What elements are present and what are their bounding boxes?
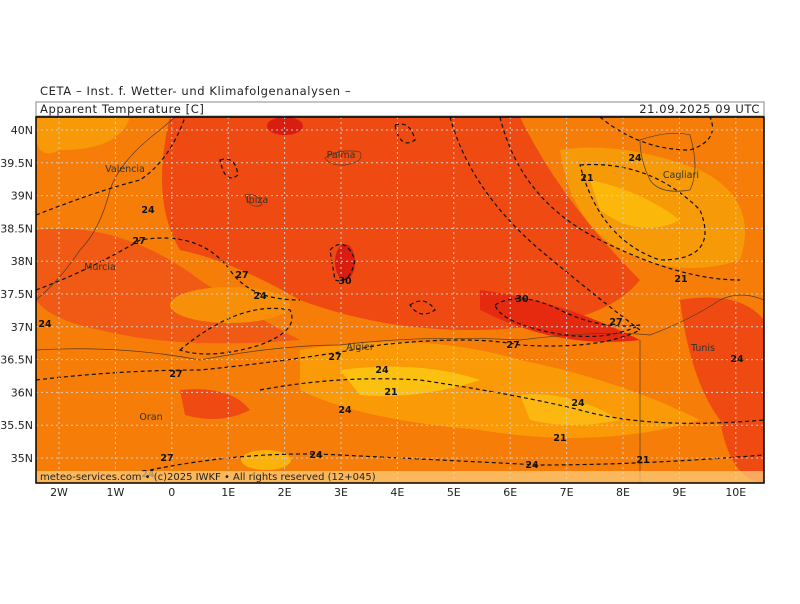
lat-label: 38N [11,255,33,268]
lon-label: 8E [616,486,630,499]
contour-label: 27 [132,236,145,247]
lat-label: 37N [11,321,33,334]
contour-label: 27 [328,352,341,363]
lon-label: 6E [503,486,517,499]
contour-label: 21 [384,387,397,398]
lon-label: 10E [725,486,746,499]
lon-label: 7E [560,486,574,499]
contour-label: 30 [515,294,529,305]
contour-label: 24 [628,153,642,164]
lat-label: 36.5N [0,354,33,367]
lat-label: 36N [11,386,33,399]
labels: 40N 39.5N 39N 38.5N 38N 37.5N 37N 36.5N 36N 35.5N… [0,124,746,499]
city-label: Palma [327,150,356,161]
lon-label: 1W [106,486,124,499]
contour-label: 24 [338,405,352,416]
lat-label: 40N [11,124,33,137]
field [36,117,764,483]
lat-label: 39N [11,190,33,203]
contour-label: 27 [169,369,182,380]
institute: CETA – Inst. f. Wetter- und Klimafolgena… [40,84,351,98]
contour-label: 24 [141,205,155,216]
city-label: Ibiza [246,195,268,206]
lon-label: 2W [50,486,68,499]
map-frame [35,116,765,484]
map-title: Apparent Temperature [C] [40,102,204,116]
date: 21.09.2025 09 UTC [639,102,760,116]
lat-label: 37.5N [0,288,33,301]
contour-label: 21 [553,433,566,444]
lat-label: 35N [11,452,33,465]
title-box [35,101,765,117]
contour-label: 21 [636,455,649,466]
city-label: Valencia [105,164,145,175]
lon-label: 2E [278,486,292,499]
lat-label: 38.5N [0,222,33,235]
contour-label: 21 [580,173,593,184]
lon-label: 3E [334,486,348,499]
lon-label: 9E [672,486,686,499]
lon-label: 1E [221,486,235,499]
contour-label: 27 [609,317,622,328]
city-label: Murcia [84,262,116,273]
graticule [36,117,764,483]
contour-label: 24 [375,365,389,376]
contour-label: 24 [253,291,267,302]
contour-label: 24 [730,354,744,365]
contour-label: 24 [571,398,585,409]
lat-label: 35.5N [0,419,33,432]
contour-label: 24 [525,460,539,471]
city-label: Tunis [690,343,715,354]
lon-label: 5E [447,486,461,499]
footer: meteo-services.com • (c)2025 IWKF • All … [40,472,376,483]
lat-label: 39.5N [0,157,33,170]
contour-label: 27 [160,453,173,464]
contour-label: 24 [309,450,323,461]
footer-band [36,471,764,483]
contour-label: 27 [506,340,519,351]
lon-label: 0 [168,486,175,499]
city-label: Cagliari [663,170,699,181]
contour-label: 30 [338,276,352,287]
contour-label: 21 [674,274,687,285]
lon-label: 4E [390,486,404,499]
contour-label: 27 [235,270,248,281]
city-label: Oran [139,412,162,423]
city-label: Algier [346,342,374,353]
contour-label: 24 [38,319,52,330]
